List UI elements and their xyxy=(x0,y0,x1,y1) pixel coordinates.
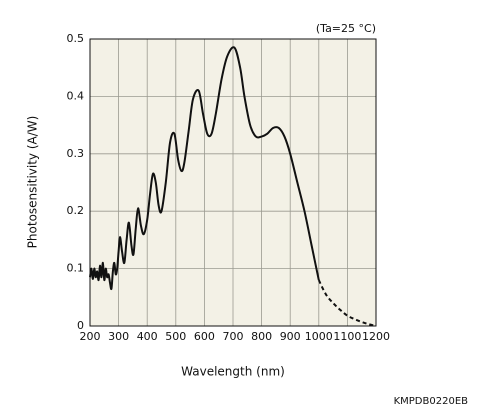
x-tick-label: 200 xyxy=(80,330,101,343)
x-tick-label: 600 xyxy=(194,330,215,343)
x-axis-label: Wavelength (nm) xyxy=(181,365,285,379)
x-tick-label: 500 xyxy=(165,330,186,343)
x-tick-label: 800 xyxy=(251,330,272,343)
x-tick-label: 900 xyxy=(280,330,301,343)
x-tick-label: 1100 xyxy=(333,330,361,343)
x-tick-label: 1000 xyxy=(305,330,333,343)
y-tick-label: 0.3 xyxy=(67,147,85,160)
x-tick-label: 400 xyxy=(137,330,158,343)
x-tick-label: 300 xyxy=(108,330,129,343)
y-axis-label: Photosensitivity (A/W) xyxy=(26,116,40,249)
y-tick-label: 0 xyxy=(77,319,84,332)
x-tick-label: 1200 xyxy=(362,330,390,343)
y-tick-label: 0.4 xyxy=(67,89,85,102)
annotation: (Ta=25 °C) xyxy=(316,22,376,35)
line xyxy=(89,46,320,291)
y-tick-label: 0.5 xyxy=(67,32,85,45)
y-tick-label: 0.1 xyxy=(67,262,85,275)
plot-frame xyxy=(89,38,377,327)
x-tick-label: 700 xyxy=(223,330,244,343)
y-tick-label: 0.2 xyxy=(67,204,85,217)
figure-code: KMPDB0220EB xyxy=(394,396,469,407)
